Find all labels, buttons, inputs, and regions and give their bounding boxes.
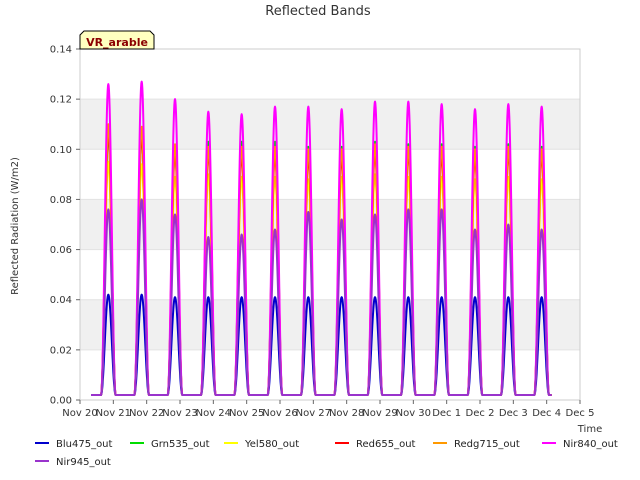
- y-axis-title: Reflected Radiation (W/m2): [10, 157, 21, 295]
- plot-band: [80, 99, 580, 150]
- legend-label: Nir840_out: [563, 439, 618, 450]
- legend: Blu475_out Grn535_out Yel580_out Red655_out…: [35, 439, 618, 468]
- x-tick-label: Dec 1: [432, 408, 461, 419]
- y-tick-label: 0.02: [50, 345, 72, 356]
- x-tick-label: Nov 24: [196, 408, 231, 419]
- y-tick-label: 0.14: [50, 45, 72, 56]
- y-tick-label: 0.06: [50, 245, 72, 256]
- x-tick-label: Dec 4: [532, 408, 561, 419]
- badge-box: [79, 30, 155, 50]
- y-axis-ticks: 0.00 0.02 0.04 0.06 0.08 0.10 0.12 0.14: [50, 45, 80, 407]
- x-axis-title: Time: [577, 424, 602, 435]
- plot-band: [80, 249, 580, 300]
- plot-band: [80, 149, 580, 200]
- legend-label: Yel580_out: [244, 439, 299, 450]
- station-badge: VR_arable: [79, 30, 155, 50]
- y-tick-label: 0.04: [50, 295, 72, 306]
- plot-band: [80, 349, 580, 400]
- x-tick-label: Nov 30: [396, 408, 431, 419]
- plot-frame: [79, 48, 581, 401]
- x-tick-label: Nov 27: [296, 408, 331, 419]
- plot-background: [80, 49, 580, 400]
- badge-label: VR_arable: [86, 36, 148, 49]
- y-tick-label: 0.00: [50, 396, 72, 407]
- chart-title: Reflected Bands: [265, 4, 371, 19]
- x-tick-label: Dec 5: [566, 408, 595, 419]
- legend-label: Nir945_out: [56, 457, 111, 468]
- plot-band: [80, 199, 580, 250]
- legend-label: Grn535_out: [151, 439, 210, 450]
- x-tick-label: Dec 3: [499, 408, 528, 419]
- x-tick-label: Nov 21: [96, 408, 131, 419]
- plot-band: [80, 299, 580, 350]
- y-tick-label: 0.10: [50, 145, 72, 156]
- y-tick-label: 0.12: [50, 95, 72, 106]
- x-tick-label: Dec 2: [466, 408, 495, 419]
- x-tick-label: Nov 25: [229, 408, 264, 419]
- x-tick-label: Nov 20: [62, 408, 97, 419]
- series-line-nir945-out: [90, 198, 553, 396]
- plot-band: [80, 49, 580, 100]
- x-tick-label: Nov 28: [329, 408, 364, 419]
- x-tick-label: Nov 22: [129, 408, 164, 419]
- legend-label: Redg715_out: [454, 439, 520, 450]
- y-tick-label: 0.08: [50, 195, 72, 206]
- x-tick-label: Nov 26: [262, 408, 297, 419]
- legend-label: Red655_out: [356, 439, 416, 450]
- x-tick-label: Nov 23: [162, 408, 197, 419]
- series-lines: [90, 80, 553, 396]
- legend-label: Blu475_out: [56, 439, 113, 450]
- x-tick-label: Nov 29: [362, 408, 397, 419]
